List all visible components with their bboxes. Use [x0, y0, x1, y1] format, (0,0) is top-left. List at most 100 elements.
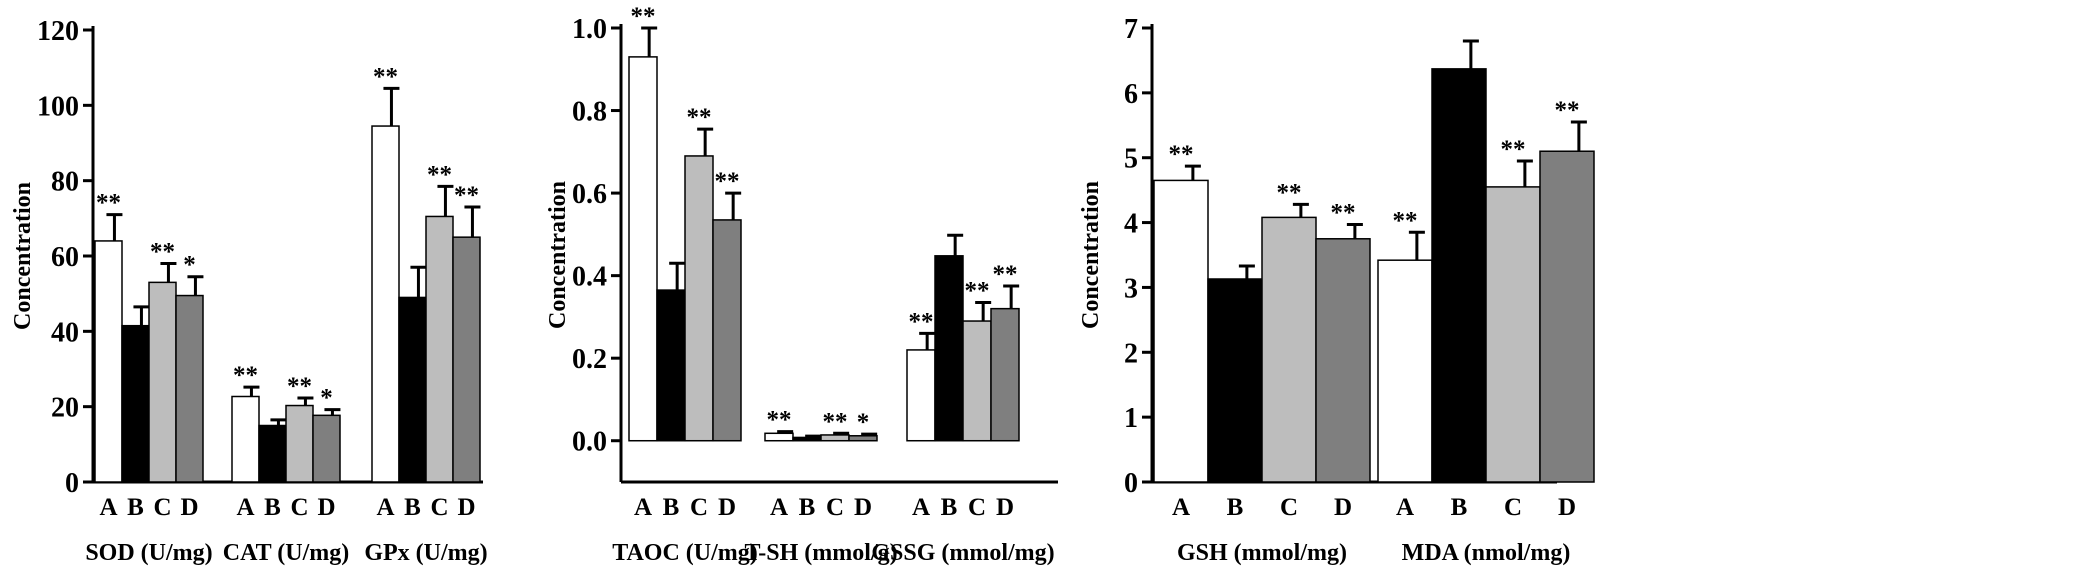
x-tick-label: C	[968, 494, 986, 521]
y-tick-label: 40	[51, 317, 79, 348]
x-tick-label: B	[799, 494, 816, 521]
error-bar	[383, 86, 400, 127]
bar-c	[684, 155, 714, 442]
group-label: SOD (U/mg)	[85, 540, 212, 566]
y-tick-label: 0.6	[572, 179, 607, 210]
error-bar	[1184, 164, 1201, 181]
x-tick-label: B	[264, 494, 281, 521]
x-tick-label: D	[718, 494, 736, 521]
y-tick-label: 0.0	[572, 427, 607, 458]
x-tick-label: A	[99, 494, 117, 521]
error-bar	[243, 385, 260, 397]
significance-label: **	[965, 277, 990, 304]
x-tick-label: B	[127, 494, 144, 521]
y-tick-label: 0.8	[572, 97, 607, 128]
y-axis-label: Concentration	[10, 182, 36, 330]
y-tick-label: 1	[1124, 403, 1138, 434]
x-tick-label: A	[912, 494, 930, 521]
x-tick-label: B	[663, 494, 680, 521]
bar-c	[962, 320, 992, 442]
error-bar	[919, 331, 936, 350]
bar-group: ** A B ** C ** D GPx (U/mg)	[364, 63, 487, 566]
error-bar	[1408, 230, 1425, 261]
y-tick-label: 0.4	[572, 262, 607, 293]
y-tick-label: 6	[1124, 79, 1138, 110]
significance-label: **	[150, 239, 175, 266]
significance-label: **	[233, 362, 258, 389]
group-label: CAT (U/mg)	[223, 540, 349, 566]
error-bar	[861, 432, 878, 436]
bar-d	[848, 435, 878, 442]
x-tick-label: A	[770, 494, 788, 521]
x-tick-label: C	[690, 494, 708, 521]
y-tick-label: 2	[1124, 338, 1138, 369]
significance-label: *	[320, 385, 333, 412]
significance-label: **	[687, 104, 712, 131]
x-tick-label: A	[376, 494, 394, 521]
error-bar	[777, 430, 794, 434]
bar-group: ** A B ** C ** D GSH (mmol/mg)	[1153, 141, 1371, 566]
x-tick-label: C	[430, 494, 448, 521]
significance-label: **	[287, 373, 312, 400]
significance-label: **	[373, 63, 398, 90]
y-tick-label: 0	[65, 468, 79, 499]
x-tick-label: C	[1280, 494, 1298, 521]
y-tick-label: 3	[1124, 273, 1138, 304]
error-bar	[1003, 284, 1020, 309]
x-tick-label: C	[153, 494, 171, 521]
x-tick-label: A	[236, 494, 254, 521]
x-tick-label: D	[457, 494, 475, 521]
significance-label: *	[857, 409, 870, 436]
group-label: GSSG (mmol/mg)	[871, 540, 1054, 566]
y-tick-label: 7	[1124, 14, 1138, 45]
x-tick-label: D	[1334, 494, 1352, 521]
bar-a	[628, 56, 658, 442]
bar-a	[906, 349, 936, 442]
y-tick-label: 60	[51, 242, 79, 273]
y-axis-label: Concentration	[545, 181, 571, 329]
group-label: MDA (nmol/mg)	[1402, 540, 1571, 566]
bar-b	[258, 424, 287, 483]
x-tick-label: B	[941, 494, 958, 521]
significance-label: **	[96, 190, 121, 217]
bar-a	[94, 240, 123, 483]
error-bar	[833, 431, 850, 435]
y-tick-label: 80	[51, 167, 79, 198]
x-tick-label: B	[404, 494, 421, 521]
significance-label: **	[1501, 136, 1526, 163]
x-tick-label: D	[317, 494, 335, 521]
error-bar	[1292, 202, 1309, 218]
bar-b	[934, 255, 964, 442]
x-tick-label: A	[1396, 494, 1414, 521]
group-label: TAOC (U/mg)	[612, 540, 758, 566]
error-bar	[1346, 223, 1363, 239]
bar-a	[231, 395, 260, 483]
error-bar	[106, 213, 123, 241]
y-tick-label: 1.0	[572, 14, 607, 45]
bar-group: ** A B ** C ** D GSSG (mmol/mg)	[871, 233, 1055, 566]
y-tick-label: 20	[51, 393, 79, 424]
group-label: GPx (U/mg)	[364, 540, 487, 566]
x-tick-label: C	[290, 494, 308, 521]
x-tick-label: D	[854, 494, 872, 521]
error-bar	[324, 408, 341, 416]
x-tick-label: D	[1558, 494, 1576, 521]
y-tick-label: 4	[1124, 209, 1138, 240]
error-bar	[1516, 159, 1533, 187]
bar-c	[1485, 186, 1541, 483]
error-bar	[160, 262, 177, 283]
bar-a	[371, 125, 400, 483]
bar-d	[1315, 238, 1371, 483]
significance-label: **	[993, 261, 1018, 288]
x-tick-label: C	[826, 494, 844, 521]
error-bar	[1462, 39, 1479, 69]
bar-group: ** A B ** C ** D TAOC (U/mg)	[612, 3, 758, 566]
significance-label: **	[767, 407, 792, 434]
x-tick-label: A	[1172, 494, 1190, 521]
error-bar	[270, 418, 287, 426]
x-tick-label: D	[996, 494, 1014, 521]
error-bar	[1570, 120, 1587, 152]
x-tick-label: B	[1227, 494, 1244, 521]
x-tick-label: D	[180, 494, 198, 521]
